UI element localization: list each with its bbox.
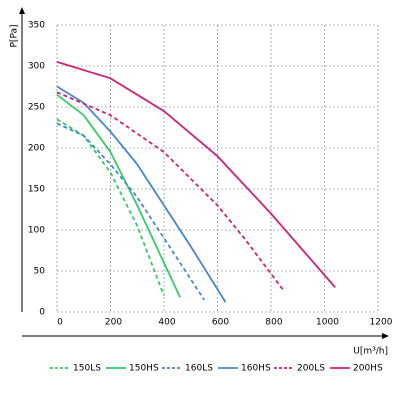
x-tick-label: 800 [265, 318, 282, 328]
y-tick-label: 300 [28, 62, 45, 72]
x-tick-label: 0 [57, 318, 63, 328]
legend-label: 150HS [129, 364, 159, 374]
x-axis-label: U[m³/h] [353, 347, 388, 357]
y-tick-label: 350 [28, 21, 45, 31]
y-axis-label: P[Pa] [10, 25, 20, 48]
x-tick-label: 600 [212, 318, 229, 328]
line-series [56, 61, 336, 288]
legend-label: 150LS [73, 364, 101, 374]
x-tick-label: 400 [158, 318, 175, 328]
line-series [56, 85, 227, 303]
legend-label: 160LS [185, 364, 213, 374]
y-tick-label: 200 [28, 144, 45, 154]
x-tick-label: 1200 [370, 318, 393, 328]
x-tick-label: 200 [105, 318, 122, 328]
y-axis-arrow [19, 7, 25, 14]
line-series [56, 93, 181, 298]
line-series [56, 122, 205, 301]
y-tick-label: 250 [28, 103, 45, 113]
line-series [56, 118, 165, 296]
legend-label: 200LS [297, 364, 325, 374]
y-tick-label: 50 [34, 267, 46, 277]
y-tick-label: 0 [39, 308, 45, 318]
legend-label: 160HS [241, 364, 271, 374]
x-tick-label: 1000 [316, 318, 339, 328]
line-series [56, 91, 286, 293]
x-axis-arrow [382, 333, 389, 339]
legend-label: 200HS [353, 364, 383, 374]
y-tick-label: 150 [28, 185, 45, 195]
y-tick-label: 100 [28, 226, 45, 236]
